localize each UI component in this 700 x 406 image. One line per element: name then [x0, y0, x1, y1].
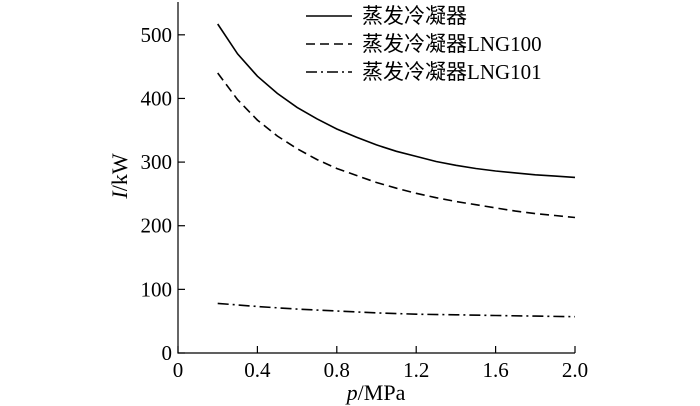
series-lines — [217, 23, 576, 318]
x-tick-label: 0.4 — [244, 358, 271, 382]
y-tick-label: 300 — [141, 150, 173, 174]
y-axis-unit: /kW — [107, 153, 132, 191]
y-axis-title: I/kW — [107, 153, 132, 199]
x-tick-label: 0.8 — [324, 358, 350, 382]
x-tick-label: 1.6 — [482, 358, 508, 382]
x-axis-title: p/MPa — [345, 380, 406, 405]
y-tick-label: 0 — [162, 341, 173, 365]
y-tick-label: 100 — [141, 277, 173, 301]
x-tick-label: 2.0 — [562, 358, 588, 382]
series-line-3 — [217, 302, 576, 318]
x-axis-variable: p — [345, 380, 358, 405]
y-axis-ticks: 0 100 200 300 400 500 — [141, 23, 185, 365]
y-tick-label: 500 — [141, 23, 173, 47]
series-line-1 — [217, 23, 576, 179]
x-tick-label: 0 — [173, 358, 184, 382]
plot-area: 0 0.4 0.8 1.2 1.6 2.0 0 100 200 300 400 500 — [141, 2, 588, 382]
legend-label-1: 蒸发冷凝器 — [362, 4, 467, 28]
y-axis-variable: I — [107, 190, 132, 200]
y-tick-label: 200 — [141, 214, 173, 238]
legend-label-3: 蒸发冷凝器LNG101 — [362, 60, 542, 84]
x-axis-ticks: 0 0.4 0.8 1.2 1.6 2.0 — [173, 346, 588, 382]
x-axis-unit: /MPa — [358, 380, 406, 405]
y-tick-label: 400 — [141, 86, 173, 110]
series-line-2 — [217, 72, 576, 219]
legend-label-2: 蒸发冷凝器LNG100 — [362, 32, 542, 56]
x-tick-label: 1.2 — [403, 358, 429, 382]
